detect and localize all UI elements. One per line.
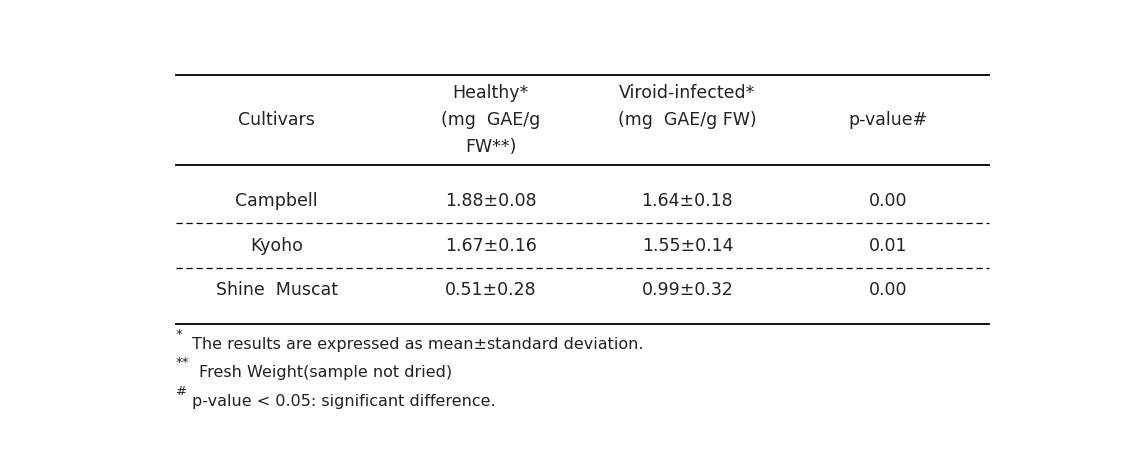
Text: Campbell: Campbell xyxy=(236,192,318,210)
Text: 0.99±0.32: 0.99±0.32 xyxy=(642,281,733,299)
Text: FW**): FW**) xyxy=(465,138,517,156)
Text: Viroid-infected*: Viroid-infected* xyxy=(619,84,756,102)
Text: (mg  GAE/g FW): (mg GAE/g FW) xyxy=(618,111,757,129)
Text: Fresh Weight(sample not dried): Fresh Weight(sample not dried) xyxy=(199,365,452,380)
Text: Cultivars: Cultivars xyxy=(238,111,315,129)
Text: 0.51±0.28: 0.51±0.28 xyxy=(444,281,537,299)
Text: Kyoho: Kyoho xyxy=(250,237,303,254)
Text: 1.55±0.14: 1.55±0.14 xyxy=(642,237,733,254)
Text: p-value < 0.05: significant difference.: p-value < 0.05: significant difference. xyxy=(192,394,495,409)
Text: The results are expressed as mean±standard deviation.: The results are expressed as mean±standa… xyxy=(192,337,643,352)
Text: 0.00: 0.00 xyxy=(870,192,908,210)
Text: Shine  Muscat: Shine Muscat xyxy=(215,281,337,299)
Text: Healthy*: Healthy* xyxy=(452,84,529,102)
Text: 1.64±0.18: 1.64±0.18 xyxy=(642,192,733,210)
Text: (mg  GAE/g: (mg GAE/g xyxy=(441,111,540,129)
Text: 0.00: 0.00 xyxy=(870,281,908,299)
Text: *: * xyxy=(176,327,183,340)
Text: 0.01: 0.01 xyxy=(870,237,908,254)
Text: **: ** xyxy=(176,356,190,369)
Text: 1.88±0.08: 1.88±0.08 xyxy=(444,192,537,210)
Text: 1.67±0.16: 1.67±0.16 xyxy=(444,237,537,254)
Text: #: # xyxy=(176,385,187,398)
Text: p-value#: p-value# xyxy=(848,111,928,129)
